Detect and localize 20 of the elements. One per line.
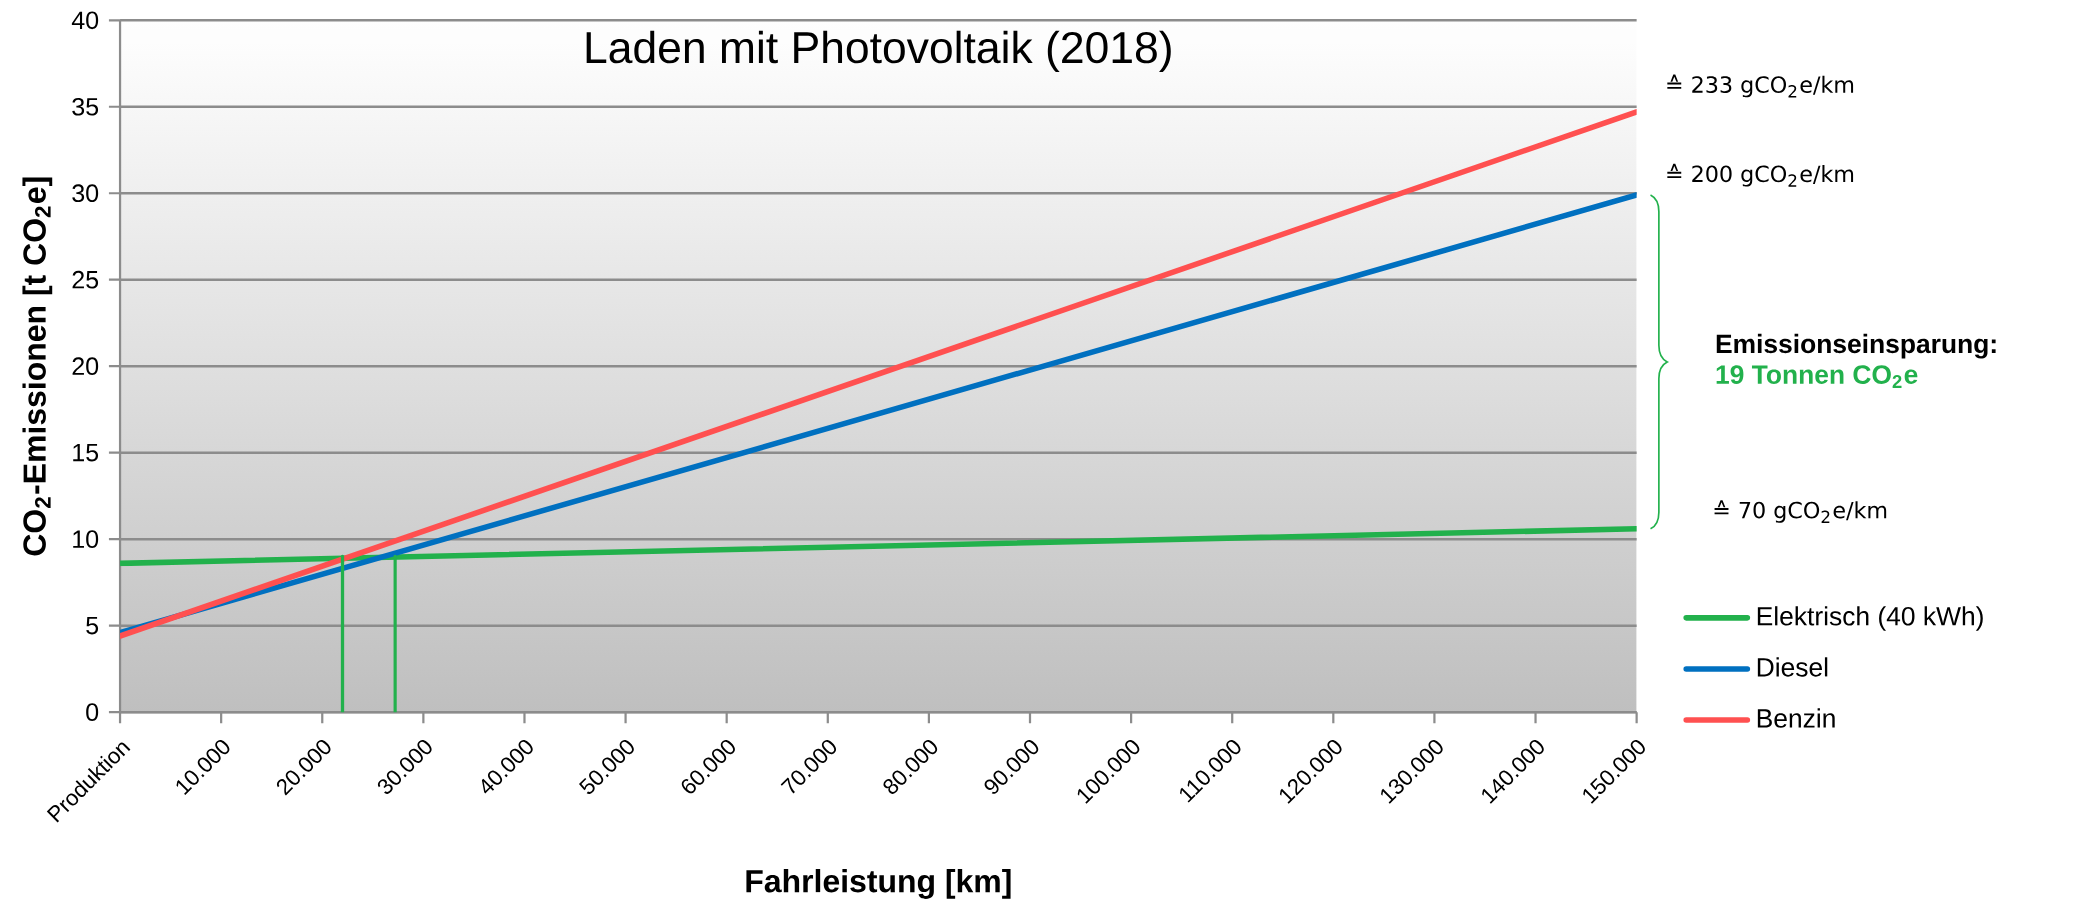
text: ≙ 233 gCO$_{2}$e/km xyxy=(1667,74,1854,98)
y-tick-label: 0 xyxy=(86,703,99,721)
x-axis-title: Fahrleistung [km] xyxy=(746,868,1011,899)
text: ≙ 70 gCO$_{2}$e/km xyxy=(1714,500,1887,523)
y-tick-label: 25 xyxy=(72,270,99,289)
y-tick-label: 30 xyxy=(72,184,99,202)
text: 19 Tonnen CO$_{2}$e xyxy=(1716,365,1918,388)
text: Emissionseinsparung: xyxy=(1716,333,1996,359)
y-tick-label: 10 xyxy=(73,530,99,548)
y-axis-title: CO$_{2}$-Emissionen [t CO$_{2}$e] xyxy=(22,177,53,556)
chart-title: Laden mit Photovoltaik (2018) xyxy=(586,30,1171,72)
y-tick-label: 40 xyxy=(71,11,99,30)
y-tick-label: 35 xyxy=(72,97,99,116)
text: ≙ 200 gCO$_{2}$e/km xyxy=(1667,163,1854,187)
y-tick-label: 20 xyxy=(72,357,99,375)
y-tick-label: 5 xyxy=(86,616,99,635)
legend-label: Elektrisch (40 kWh) xyxy=(1757,606,1983,631)
legend-label: Diesel xyxy=(1757,657,1828,677)
y-tick-label: 15 xyxy=(73,443,99,462)
legend-label: Benzin xyxy=(1757,708,1835,728)
